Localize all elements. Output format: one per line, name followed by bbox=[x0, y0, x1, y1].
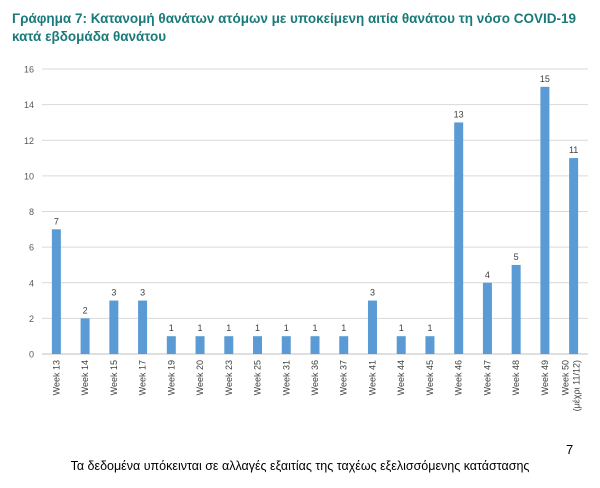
bars bbox=[51, 86, 579, 354]
y-tick-label: 10 bbox=[24, 171, 34, 181]
x-tick-label: Week 23 bbox=[224, 360, 234, 395]
bar bbox=[482, 282, 492, 354]
x-tick-label: Week 20 bbox=[195, 360, 205, 395]
data-label: 3 bbox=[111, 288, 116, 298]
bar bbox=[511, 264, 521, 354]
bar bbox=[281, 336, 291, 354]
bar bbox=[339, 336, 349, 354]
data-label: 1 bbox=[226, 323, 231, 333]
data-label: 1 bbox=[198, 323, 203, 333]
y-tick-label: 4 bbox=[29, 278, 34, 288]
x-tick-label: Week 41 bbox=[367, 360, 377, 395]
x-tick-label: Week 47 bbox=[482, 360, 492, 395]
x-tick-label: Week 14 bbox=[80, 360, 90, 395]
y-tick-label: 16 bbox=[24, 65, 34, 75]
y-tick-label: 12 bbox=[24, 136, 34, 146]
data-label: 7 bbox=[54, 216, 59, 226]
bar bbox=[195, 336, 205, 354]
data-label: 1 bbox=[255, 323, 260, 333]
data-label: 2 bbox=[83, 305, 88, 315]
data-label: 4 bbox=[485, 270, 490, 280]
bar bbox=[396, 336, 406, 354]
bar bbox=[253, 336, 263, 354]
x-tick-label: Week 45 bbox=[425, 360, 435, 395]
x-axis-tick-labels: Week 13 Week 14 Week 15 Week 17 Week 19 Week … bbox=[51, 360, 581, 411]
data-label: 5 bbox=[514, 252, 519, 262]
page-number: 7 bbox=[566, 442, 574, 457]
data-label: 1 bbox=[341, 323, 346, 333]
data-label: 3 bbox=[140, 288, 145, 298]
data-label: 1 bbox=[399, 323, 404, 333]
data-label: 15 bbox=[540, 74, 550, 84]
data-label: 1 bbox=[169, 323, 174, 333]
y-axis-tick-labels: 0 2 4 6 8 10 12 14 16 bbox=[24, 65, 34, 360]
y-tick-label: 8 bbox=[29, 207, 34, 217]
bar bbox=[367, 300, 377, 354]
x-tick-label: Week 49 bbox=[540, 360, 550, 395]
data-label: 1 bbox=[284, 323, 289, 333]
bar bbox=[51, 229, 61, 354]
x-tick-label: Week 37 bbox=[339, 360, 349, 395]
bar bbox=[109, 300, 119, 354]
chart-title: Γράφημα 7: Κατανομή θανάτων ατόμων με υπ… bbox=[12, 11, 577, 44]
x-tick-label: Week 46 bbox=[454, 360, 464, 395]
x-tick-label: Week 19 bbox=[166, 360, 176, 395]
bar bbox=[540, 86, 550, 354]
bar bbox=[310, 336, 320, 354]
bar bbox=[166, 336, 176, 354]
gridlines bbox=[42, 68, 588, 355]
bar bbox=[454, 122, 464, 354]
data-label: 11 bbox=[569, 145, 578, 155]
data-label: 3 bbox=[370, 288, 375, 298]
footnote: Τα δεδομένα υπόκεινται σε αλλαγές εξαιτί… bbox=[70, 459, 530, 473]
x-tick-label: Week 50(μέχρι 11/12) bbox=[561, 360, 582, 411]
x-tick-label: Week 48 bbox=[511, 360, 521, 395]
x-tick-label: Week 13 bbox=[51, 360, 61, 395]
x-tick-label: Week 17 bbox=[138, 360, 148, 395]
data-label: 1 bbox=[427, 323, 432, 333]
y-tick-label: 14 bbox=[24, 100, 34, 110]
x-tick-label: Week 25 bbox=[253, 360, 263, 395]
y-tick-label: 2 bbox=[29, 314, 34, 324]
bar bbox=[80, 318, 90, 354]
y-tick-label: 6 bbox=[29, 243, 34, 253]
x-tick-label: Week 31 bbox=[281, 360, 291, 395]
x-tick-label: Week 44 bbox=[396, 360, 406, 395]
data-label: 13 bbox=[454, 109, 464, 119]
y-tick-label: 0 bbox=[29, 350, 34, 360]
bar bbox=[138, 300, 148, 354]
x-tick-label: Week 15 bbox=[109, 360, 119, 395]
bar bbox=[569, 158, 579, 354]
data-label: 1 bbox=[312, 323, 317, 333]
x-tick-label: Week 36 bbox=[310, 360, 320, 395]
bar bbox=[425, 336, 435, 354]
bar bbox=[224, 336, 234, 354]
